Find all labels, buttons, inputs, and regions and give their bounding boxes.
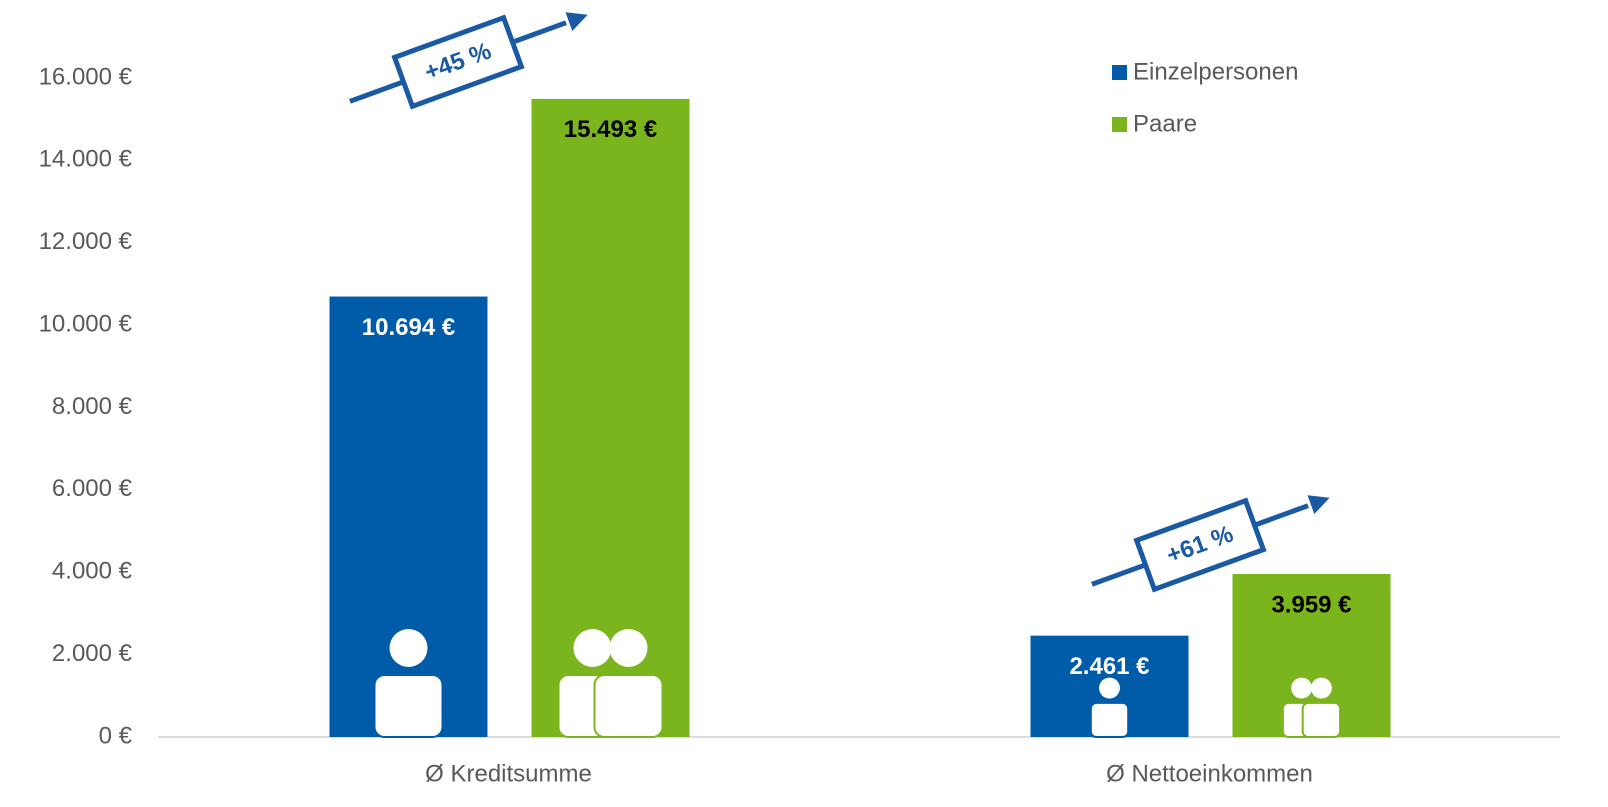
value-label: 2.461 € <box>1069 653 1149 680</box>
y-tick-label: 4.000 € <box>52 558 133 585</box>
legend-swatch <box>1112 65 1127 80</box>
legend-label: Paare <box>1133 110 1197 137</box>
icon <box>609 629 648 667</box>
value-label: 15.493 € <box>564 116 657 143</box>
value-label: 3.959 € <box>1271 591 1351 618</box>
y-tick-label: 10.000 € <box>39 310 133 337</box>
icon <box>1099 677 1120 699</box>
value-label: 10.694 € <box>362 314 455 341</box>
bar <box>329 296 488 737</box>
arrow-head <box>1307 495 1330 515</box>
y-tick-label: 0 € <box>99 722 133 749</box>
legend-swatch <box>1112 117 1127 132</box>
icon <box>593 674 664 738</box>
icon <box>1301 701 1342 739</box>
x-tick-label: Ø Nettoeinkommen <box>1106 760 1313 787</box>
icon <box>1089 701 1130 739</box>
bar <box>531 98 690 737</box>
icon <box>373 674 444 738</box>
annotation: +45 % <box>349 12 588 110</box>
y-tick-label: 8.000 € <box>52 393 133 420</box>
y-tick-label: 16.000 € <box>39 63 133 90</box>
y-tick-label: 12.000 € <box>39 228 133 255</box>
icon <box>1310 677 1332 699</box>
icon <box>573 629 612 667</box>
annotation-box <box>391 14 525 110</box>
y-tick-label: 2.000 € <box>52 640 133 667</box>
icon <box>1291 677 1313 699</box>
y-tick-label: 14.000 € <box>39 146 133 173</box>
icon <box>389 629 428 667</box>
arrow-head <box>565 12 588 32</box>
plot: 0 € 2.000 € 4.000 € 6.000 € 8.000 € 10.000 € 1… <box>39 58 1560 787</box>
annotation: +61 % <box>1091 495 1330 593</box>
legend-label: Einzelpersonen <box>1133 58 1298 85</box>
annotation-box <box>1133 497 1267 593</box>
y-tick-label: 6.000 € <box>52 475 133 502</box>
x-tick-label: Ø Kreditsumme <box>425 760 592 787</box>
